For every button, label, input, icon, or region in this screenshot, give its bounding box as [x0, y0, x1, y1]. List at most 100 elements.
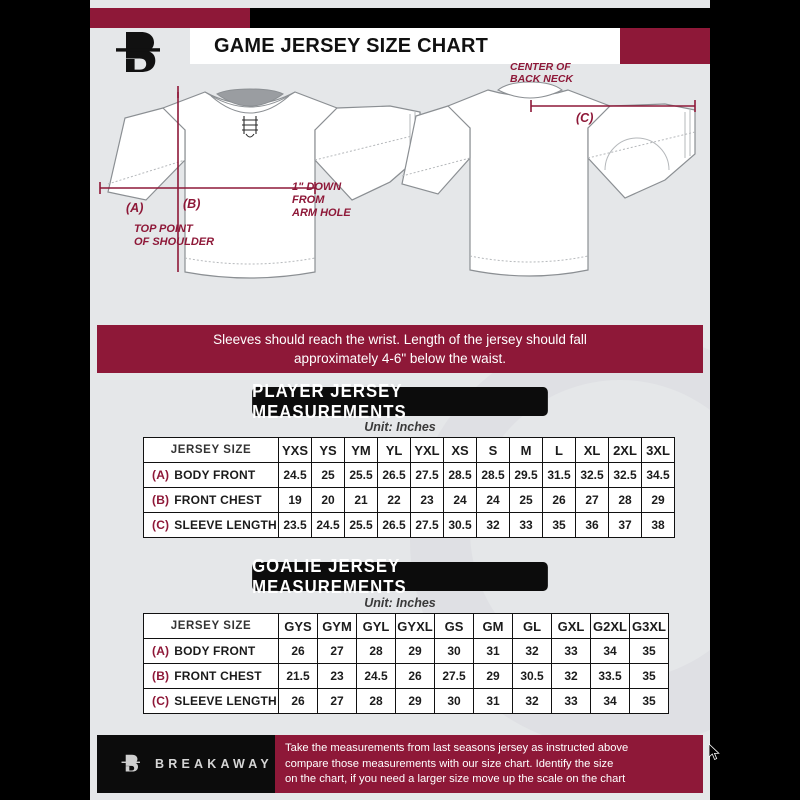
mouse-cursor	[708, 743, 721, 762]
row-label: (A) BODY FRONT	[143, 462, 279, 488]
goalie-measurements-table: JERSEY SIZE GYS GYM GYL GYXL GS GM GL GXL G2XL G3X…	[143, 613, 669, 714]
measurement-cell: 33	[551, 638, 591, 664]
column-header-yxl: YXL	[410, 437, 444, 463]
measurement-cell: 21	[344, 487, 378, 513]
measurement-cell: 34	[590, 638, 630, 664]
measurement-cell: 35	[542, 512, 576, 538]
measurement-cell: 31.5	[542, 462, 576, 488]
column-header-yxs: YXS	[278, 437, 312, 463]
measurement-cell: 27.5	[410, 462, 444, 488]
footer-brand-block: BREAKAWAY	[97, 735, 275, 793]
measurement-cell: 32	[476, 512, 510, 538]
column-header-gys: GYS	[278, 613, 318, 639]
measurement-cell: 30.5	[512, 663, 552, 689]
measurement-cell: 29	[641, 487, 675, 513]
jersey-diagram: (B) (A) TOP POINT OF SHOULDER 1" DOWN FR…	[90, 60, 710, 320]
measurement-cell: 28	[608, 487, 642, 513]
goalie-section-heading: GOALIE JERSEY MEASUREMENTS	[252, 556, 548, 597]
measurement-cell: 34	[590, 688, 630, 714]
measurement-cell: 32	[512, 688, 552, 714]
measurement-cell: 28.5	[476, 462, 510, 488]
row-tag: (A)	[152, 644, 170, 658]
measurement-cell: 22	[377, 487, 411, 513]
measurement-cell: 27.5	[410, 512, 444, 538]
measurement-cell: 23.5	[278, 512, 312, 538]
front-label-b-line3: ARM HOLE	[291, 207, 351, 219]
footer-instructions-line3: on the chart, if you need a larger size …	[285, 773, 626, 786]
instruction-banner: Sleeves should reach the wrist. Length o…	[97, 325, 703, 373]
footer-brand-name: BREAKAWAY	[155, 757, 273, 771]
instruction-banner-line2: approximately 4-6" below the waist.	[294, 351, 506, 366]
table-row: (C) SLEEVE LENGTH 23.5 24.5 25.5 26.5 27.5 30.5…	[143, 512, 675, 538]
measurement-cell: 28	[356, 638, 396, 664]
row-tag: (C)	[152, 518, 170, 532]
measurement-cell: 32	[512, 638, 552, 664]
column-header-2xl: 2XL	[608, 437, 642, 463]
table-header-row: JERSEY SIZE YXS YS YM YL YXL XS S M L XL 2XL 3XL	[143, 437, 675, 463]
measurement-cell: 27	[317, 638, 357, 664]
column-header-g3xl: G3XL	[629, 613, 669, 639]
column-header-xs: XS	[443, 437, 477, 463]
measurement-cell: 20	[311, 487, 345, 513]
row-label: (C) SLEEVE LENGTH	[143, 688, 279, 714]
front-label-a-line1: TOP POINT	[134, 223, 194, 235]
front-label-a-tag: (A)	[126, 201, 143, 215]
measurement-cell: 30	[434, 638, 474, 664]
player-section-heading: PLAYER JERSEY MEASUREMENTS	[252, 381, 548, 422]
measurement-cell: 36	[575, 512, 609, 538]
top-bar-maroon-segment	[90, 8, 250, 28]
front-label-b-line2: FROM	[292, 194, 325, 206]
back-jersey-illustration	[401, 89, 696, 277]
measurement-cell: 27	[317, 688, 357, 714]
row-tag: (A)	[152, 468, 170, 482]
row-label: (B) FRONT CHEST	[143, 487, 279, 513]
table-row: (C) SLEEVE LENGTH 26 27 28 29 30 31 32 33 34 35	[143, 688, 669, 714]
measurement-cell: 28	[356, 688, 396, 714]
column-header-ys: YS	[311, 437, 345, 463]
measurement-cell: 32.5	[608, 462, 642, 488]
measurement-cell: 24.5	[278, 462, 312, 488]
measurement-cell: 35	[629, 688, 669, 714]
column-header-yl: YL	[377, 437, 411, 463]
measurement-cell: 23	[317, 663, 357, 689]
column-header-m: M	[509, 437, 543, 463]
measurement-cell: 38	[641, 512, 675, 538]
column-header-xl: XL	[575, 437, 609, 463]
front-label-b-tag: (B)	[183, 197, 200, 211]
measurement-cell: 26	[395, 663, 435, 689]
front-jersey-illustration	[107, 91, 421, 279]
measurement-cell: 25.5	[344, 462, 378, 488]
measurement-cell: 26	[278, 688, 318, 714]
row-label: (A) BODY FRONT	[143, 638, 279, 664]
column-header-gyxl: GYXL	[395, 613, 435, 639]
column-header-ym: YM	[344, 437, 378, 463]
measurement-cell: 26.5	[377, 462, 411, 488]
column-header-size-label: JERSEY SIZE	[143, 437, 279, 463]
table-row: (A) BODY FRONT 26 27 28 29 30 31 32 33 34 35	[143, 638, 669, 664]
measurement-cell: 19	[278, 487, 312, 513]
column-header-size-label: JERSEY SIZE	[143, 613, 279, 639]
footer-instructions-line2: compare those measurements with our size…	[285, 757, 614, 770]
title-box: GAME JERSEY SIZE CHART	[190, 28, 620, 64]
row-label: (B) FRONT CHEST	[143, 663, 279, 689]
measurement-cell: 30	[434, 688, 474, 714]
measurement-cell: 29	[395, 688, 435, 714]
measurement-cell: 29	[395, 638, 435, 664]
measurement-cell: 35	[629, 638, 669, 664]
measurement-cell: 35	[629, 663, 669, 689]
column-header-l: L	[542, 437, 576, 463]
column-header-3xl: 3XL	[641, 437, 675, 463]
measurement-cell: 25	[311, 462, 345, 488]
row-label: (C) SLEEVE LENGTH	[143, 512, 279, 538]
footer: BREAKAWAY Take the measurements from las…	[97, 735, 703, 793]
measurement-cell: 31	[473, 638, 513, 664]
measurement-cell: 32	[551, 663, 591, 689]
measurement-cell: 25.5	[344, 512, 378, 538]
player-measurements-table: JERSEY SIZE YXS YS YM YL YXL XS S M L XL 2XL 3XL (A) B…	[143, 437, 675, 538]
front-label-b-line1: 1" DOWN	[292, 181, 342, 193]
player-unit-label: Unit: Inches	[364, 420, 436, 434]
measurement-cell: 26	[542, 487, 576, 513]
breakaway-b-logo-icon	[110, 26, 172, 82]
title-row: GAME JERSEY SIZE CHART	[90, 28, 710, 64]
measurement-cell: 33	[551, 688, 591, 714]
